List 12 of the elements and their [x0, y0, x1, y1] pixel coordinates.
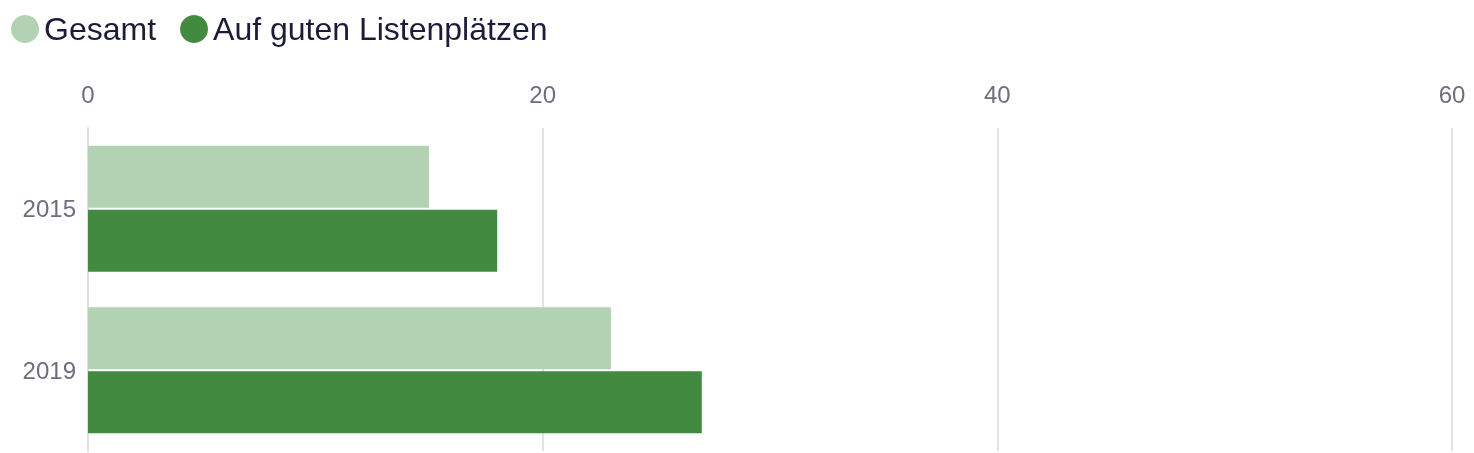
bar: [88, 209, 498, 272]
x-tick-label: 20: [529, 80, 557, 108]
y-tick-label: 2015: [22, 195, 76, 223]
legend-label: Gesamt: [44, 11, 157, 47]
x-tick-label: 40: [983, 80, 1011, 108]
bar: [88, 371, 702, 434]
x-tick-label: 0: [81, 80, 95, 108]
y-tick-label: 2019: [22, 356, 76, 384]
x-tick-label: 60: [1438, 80, 1466, 108]
bar: [88, 145, 429, 208]
legend-label: Auf guten Listenplätzen: [213, 11, 548, 47]
bar: [88, 307, 611, 370]
